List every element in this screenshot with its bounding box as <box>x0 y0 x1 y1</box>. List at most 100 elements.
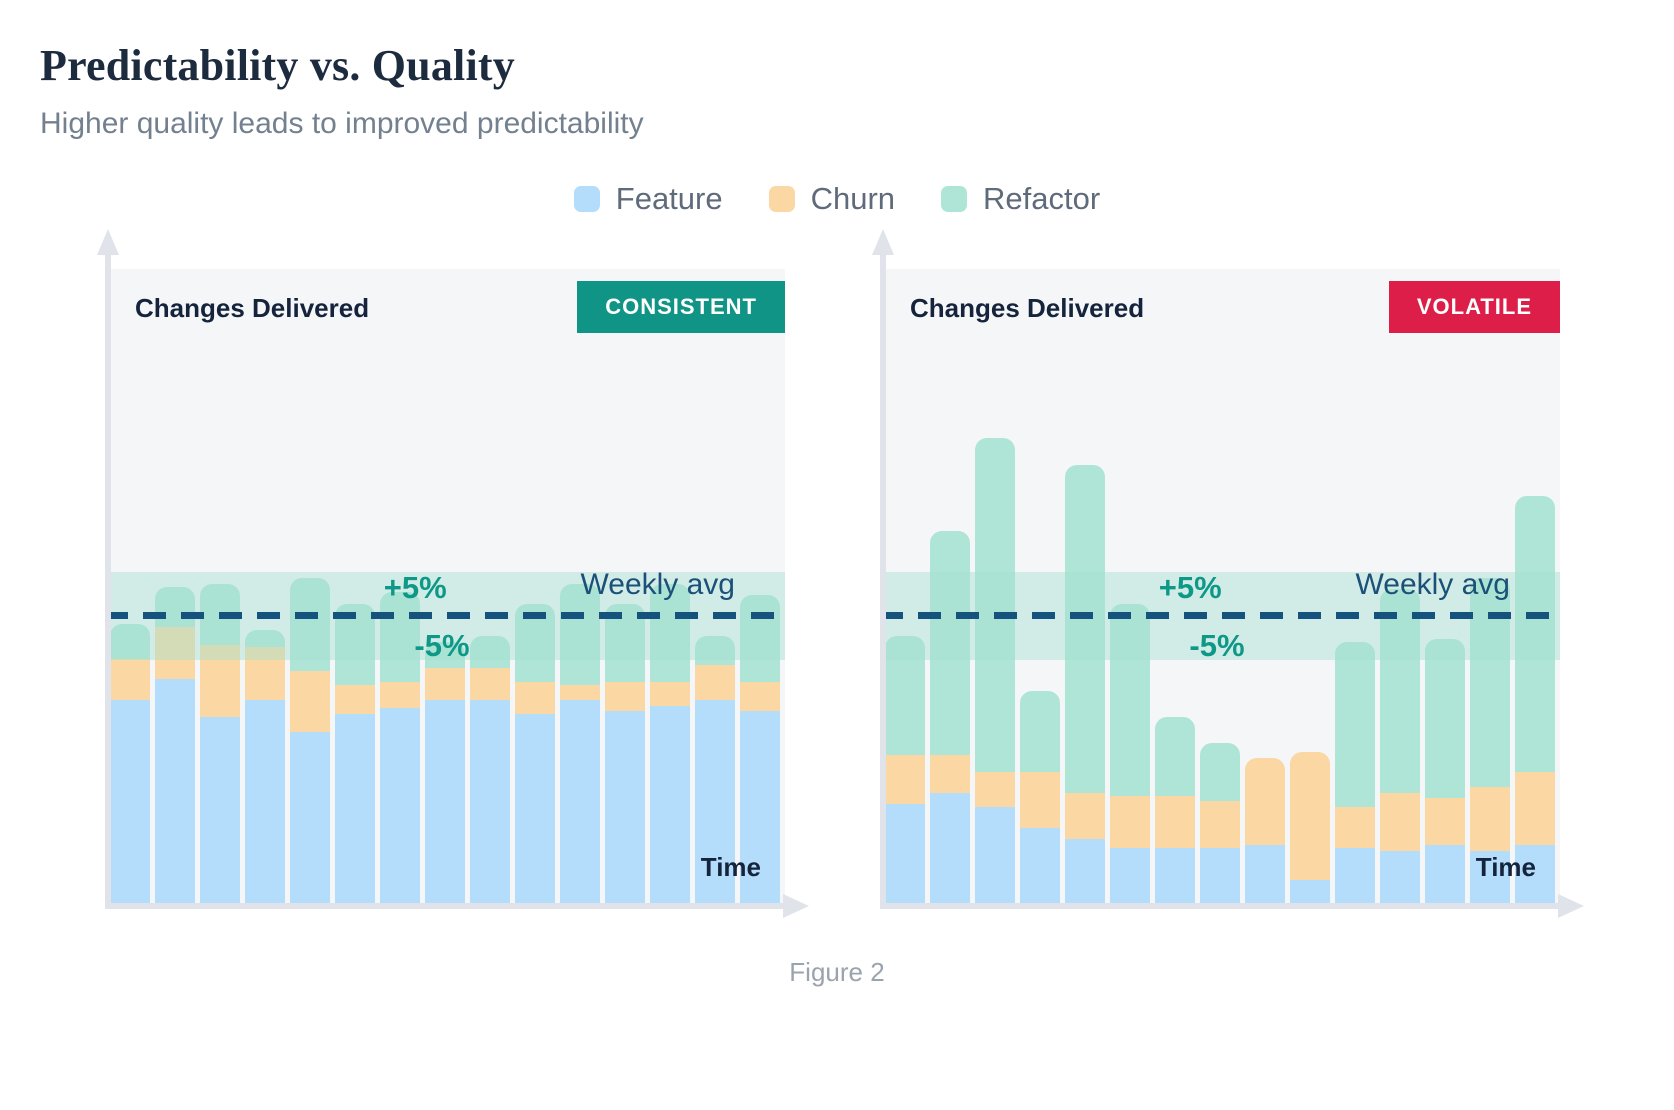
churn-segment <box>290 670 331 732</box>
y-axis-arrow-icon <box>872 229 894 255</box>
stacked-bar <box>1515 496 1556 903</box>
refactor-segment <box>650 583 691 683</box>
feature-segment <box>930 792 971 903</box>
legend-label: Refactor <box>983 181 1101 216</box>
churn-segment <box>1020 772 1061 828</box>
churn-segment <box>650 682 691 706</box>
stacked-bar <box>200 583 241 903</box>
stacked-bar <box>155 586 196 903</box>
refactor-swatch-icon <box>941 186 968 212</box>
churn-segment <box>515 682 556 715</box>
churn-segment <box>560 685 601 700</box>
stacked-bar <box>1155 717 1196 903</box>
y-axis-arrow-icon <box>97 229 119 255</box>
x-axis-arrow-icon <box>783 894 809 918</box>
stacked-bar <box>290 577 331 903</box>
refactor-segment <box>380 592 421 683</box>
consistent-badge: CONSISTENT <box>577 281 785 333</box>
refactor-segment <box>1155 717 1196 796</box>
x-axis-arrow-icon <box>1558 894 1584 918</box>
charts-row: +5% -5% Weekly avg Changes Delivered CON… <box>97 229 1674 918</box>
stacked-bar <box>975 438 1016 903</box>
legend-label: Feature <box>615 181 723 216</box>
churn-segment <box>740 682 781 712</box>
churn-segment <box>425 667 466 700</box>
refactor-segment <box>290 577 331 671</box>
refactor-segment <box>1110 603 1151 796</box>
churn-segment <box>1200 801 1241 848</box>
weekly-avg-dashed-line <box>105 611 785 619</box>
churn-segment <box>605 682 646 712</box>
stacked-bar <box>1200 743 1241 903</box>
churn-segment <box>1110 795 1151 848</box>
churn-segment <box>1290 752 1331 880</box>
feature-segment <box>380 708 421 903</box>
minus-5-label: -5% <box>414 627 470 663</box>
minus-5-label: -5% <box>1189 627 1245 663</box>
feature-segment <box>515 714 556 903</box>
feature-segment <box>1200 847 1241 903</box>
feature-segment <box>1335 847 1376 903</box>
feature-segment <box>470 699 511 903</box>
feature-segment <box>425 699 466 903</box>
stacked-bar <box>650 583 691 903</box>
refactor-segment <box>425 641 466 668</box>
churn-segment <box>1065 792 1106 840</box>
refactor-segment <box>930 531 971 755</box>
weekly-avg-label: Weekly avg <box>1355 567 1510 601</box>
feature-segment <box>155 679 196 903</box>
page-subtitle: Higher quality leads to improved predict… <box>40 107 644 140</box>
stacked-bar <box>1290 752 1331 903</box>
feature-segment <box>1245 844 1286 903</box>
feature-segment <box>695 699 736 903</box>
y-axis <box>105 253 111 909</box>
churn-segment <box>335 685 376 715</box>
feature-segment <box>1065 839 1106 903</box>
y-axis <box>880 253 886 909</box>
refactor-segment <box>155 586 196 628</box>
churn-segment <box>155 627 196 680</box>
bars <box>105 269 785 903</box>
refactor-segment <box>1200 743 1241 802</box>
feature-segment <box>1290 879 1331 903</box>
churn-segment <box>245 647 286 700</box>
refactor-segment <box>1065 464 1106 793</box>
churn-segment <box>1380 792 1421 851</box>
stacked-bar <box>425 641 466 903</box>
feature-segment <box>885 804 925 903</box>
refactor-segment <box>110 624 150 660</box>
feature-segment <box>1380 850 1421 903</box>
refactor-segment <box>560 583 601 686</box>
stacked-bar <box>930 531 971 903</box>
churn-segment <box>1155 795 1196 848</box>
refactor-segment <box>245 630 286 648</box>
refactor-segment <box>470 635 511 668</box>
feature-segment <box>245 699 286 903</box>
chart-volatile: +5% -5% Weekly avg Changes Delivered VOL… <box>872 229 1584 918</box>
refactor-segment <box>695 635 736 665</box>
churn-segment <box>885 754 925 805</box>
churn-segment <box>1245 757 1286 845</box>
stacked-bar <box>740 595 781 903</box>
stacked-bar <box>470 635 511 903</box>
stacked-bar <box>885 635 925 903</box>
refactor-segment <box>1515 496 1556 773</box>
feature-segment <box>650 705 691 903</box>
legend-item-feature: Feature <box>573 181 723 217</box>
churn-segment <box>470 667 511 700</box>
volatile-badge: VOLATILE <box>1388 281 1560 333</box>
churn-segment <box>930 754 971 793</box>
refactor-segment <box>1380 589 1421 793</box>
churn-segment <box>975 772 1016 808</box>
feature-segment <box>1155 847 1196 903</box>
stacked-bar <box>1425 638 1466 903</box>
stacked-bar <box>1335 641 1376 903</box>
churn-segment <box>1335 807 1376 848</box>
feature-segment <box>1425 844 1466 903</box>
feature-segment <box>605 711 646 903</box>
feature-segment <box>200 717 241 903</box>
stacked-bar <box>1380 589 1421 903</box>
churn-segment <box>110 659 150 700</box>
churn-segment <box>1425 798 1466 845</box>
feature-segment <box>1515 844 1556 903</box>
